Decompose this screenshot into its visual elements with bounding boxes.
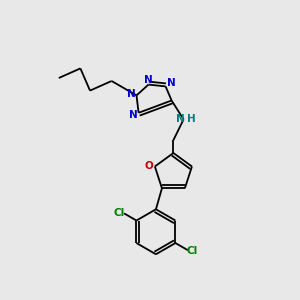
Text: Cl: Cl xyxy=(114,208,125,218)
Text: H: H xyxy=(187,114,196,124)
Text: N: N xyxy=(127,89,136,100)
Text: N: N xyxy=(167,78,176,88)
Text: N: N xyxy=(144,75,153,85)
Text: O: O xyxy=(145,161,153,172)
Text: N: N xyxy=(129,110,138,120)
Text: Cl: Cl xyxy=(187,246,198,256)
Text: N: N xyxy=(176,114,185,124)
